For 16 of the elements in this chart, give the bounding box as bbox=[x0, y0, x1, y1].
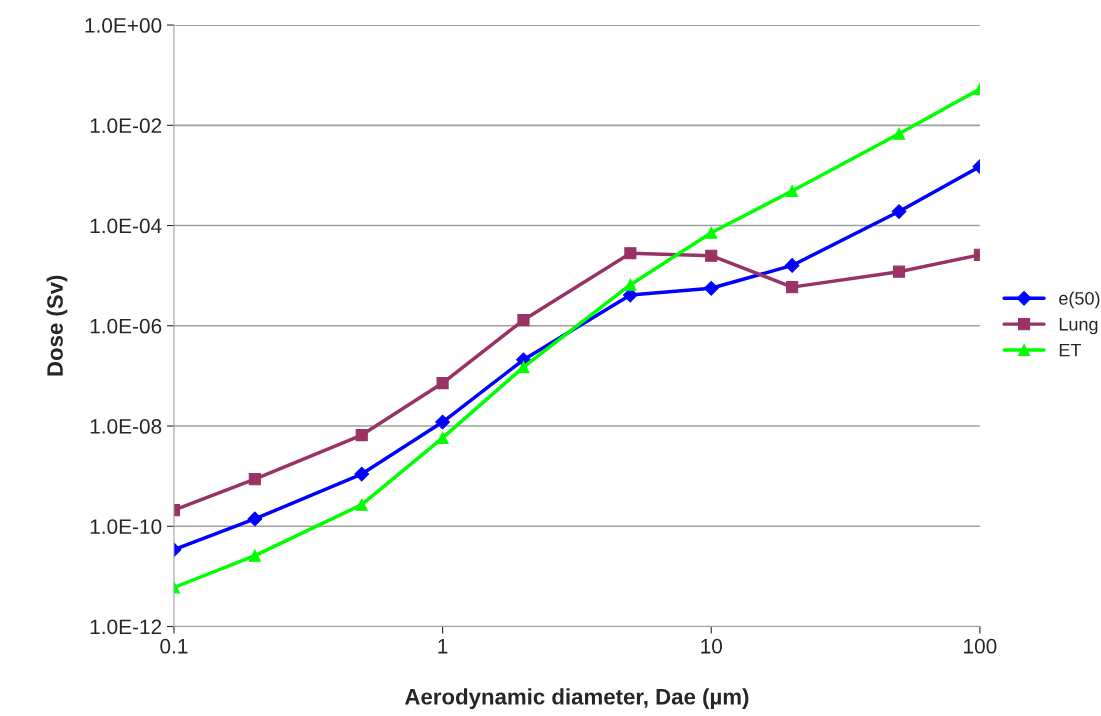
x-tick-label: 1 bbox=[438, 639, 448, 654]
x-tick-label: 0.1 bbox=[160, 638, 188, 654]
y-tick-label: 1.0E-06 bbox=[90, 318, 162, 334]
y-tick-label: 1.0E-10 bbox=[90, 519, 162, 535]
legend-label: ET bbox=[1059, 343, 1082, 357]
y-tick-label: 1.0E-04 bbox=[90, 218, 162, 234]
y-tick-label: 1.0E-12 bbox=[90, 619, 162, 635]
y-tick-label: 1.0E-08 bbox=[90, 419, 162, 434]
x-axis-title: Aerodynamic diameter, Dae (µm) bbox=[404, 688, 749, 710]
x-tick-label: 100 bbox=[964, 638, 997, 654]
y-tick-label: 1.0E-02 bbox=[90, 118, 162, 134]
y-axis-title: Dose (Sv) bbox=[46, 275, 68, 376]
legend-label: e(50) bbox=[1059, 291, 1100, 309]
y-tick-label: 1.0E+00 bbox=[85, 18, 162, 33]
x-tick-label: 10 bbox=[701, 638, 723, 654]
legend-label: Lung bbox=[1059, 318, 1098, 335]
